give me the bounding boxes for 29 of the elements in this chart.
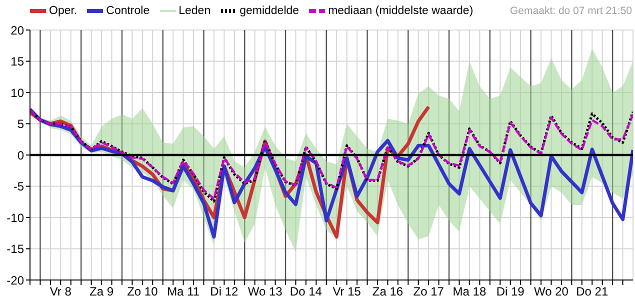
legend-label: gemiddelde [240,5,300,17]
x-tick-label: Do 21 [576,284,608,299]
x-tick-label: Zo 10 [127,284,158,299]
y-tick-label: -20 [6,273,24,288]
legend-label: Leden [178,5,211,17]
y-tick-label: 15 [10,54,24,69]
y-tick-label: 5 [17,117,24,132]
x-tick-label: Za 16 [372,284,404,299]
x-tick-label: Ma 11 [167,284,200,299]
legend-label: mediaan (middelste waarde) [328,5,474,17]
y-tick-label: -15 [6,242,24,256]
x-tick-label: Wo 13 [248,284,283,299]
x-tick-label: Vr 8 [50,284,72,299]
legend-label: Controle [106,5,150,17]
x-tick-label: Wo 20 [534,284,569,299]
y-tick-label: -10 [6,210,24,225]
x-tick-label: Do 14 [290,284,322,299]
legend-label: Oper. [49,5,78,17]
x-tick-label: Ma 18 [452,284,486,299]
x-tick-label: Di 12 [210,284,239,299]
y-tick-label: 10 [10,86,24,100]
y-tick-label: 0 [17,148,24,162]
text: Gemaakt: do 07 mrt 21:50 [510,5,632,17]
x-tick-label: Zo 17 [413,284,444,299]
x-tick-label: Vr 15 [332,284,362,299]
x-tick-label: Za 9 [90,284,114,299]
x-tick-label: Di 19 [496,284,525,299]
y-tick-label: -5 [13,180,24,194]
y-tick-label: 20 [10,23,24,38]
